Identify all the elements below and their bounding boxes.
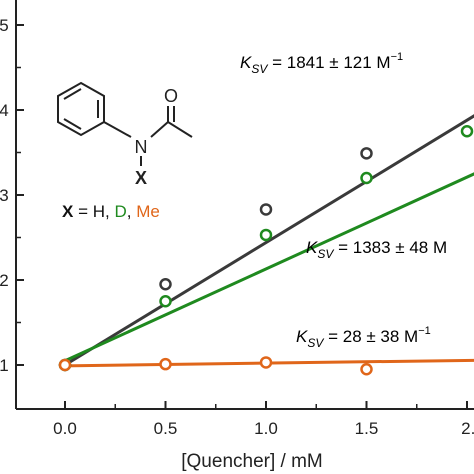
legend-me: Me (136, 202, 160, 221)
y-tick-label: 4 (0, 101, 9, 120)
data-point-green (259, 228, 273, 242)
x-tick-label: 1.5 (355, 419, 379, 438)
data-point-orange (58, 358, 72, 372)
ann-k: K (296, 327, 308, 346)
data-point-green (360, 171, 373, 185)
data-point-green (460, 125, 474, 138)
x-tick-label: 0.5 (154, 419, 178, 438)
ann-sup: −1 (418, 325, 431, 337)
oxygen-atom: O (164, 86, 178, 106)
data-point-orange (259, 356, 273, 369)
ann-sup: −1 (391, 51, 404, 63)
x-tick-label: 2.5 (461, 419, 474, 438)
ann-rest: = 1841 ± 121 M (267, 53, 390, 72)
annotation-ksv-black: KSV = 1841 ± 121 M−1 (240, 51, 403, 76)
ann-sub: SV (251, 62, 268, 76)
nitrogen-atom: N (135, 137, 148, 157)
ring-double-bond (63, 118, 82, 130)
y-tick-label: 3 (0, 186, 9, 205)
fit-line-black (64, 114, 474, 367)
legend-x: X (62, 202, 74, 221)
substituent-legend: X = H, D, Me (62, 202, 160, 221)
y-tick-label: 2 (0, 271, 9, 290)
legend-h: = H, (73, 202, 114, 221)
ann-k: K (306, 238, 318, 257)
ann-sub: SV (307, 336, 324, 350)
molecule-structure (57, 81, 193, 166)
annotation-ksv-orange: KSV = 28 ± 38 M−1 (296, 325, 431, 350)
x-atom: X (135, 168, 147, 188)
fit-line-orange (64, 358, 474, 368)
methyl-bond (167, 121, 193, 138)
ann-rest: = 28 ± 38 M (323, 327, 418, 346)
data-point-black (259, 203, 273, 216)
legend-comma: , (127, 202, 136, 221)
data-point-orange (360, 363, 373, 376)
legend-d: D (114, 202, 126, 221)
ann-sub: SV (317, 247, 334, 261)
tick-group: 0.0 0.5 1.0 1.5 2.5 1 2 3 4 5 (0, 16, 474, 438)
fit-line-green (64, 172, 474, 363)
ring-double-bond (63, 88, 82, 100)
data-point-black (360, 147, 373, 160)
ann-k: K (240, 53, 252, 72)
data-point-green (159, 295, 172, 308)
x-axis-label: [Quencher] / mM (181, 451, 323, 472)
fit-lines (64, 114, 474, 368)
data-point-black (159, 278, 172, 291)
ring-n-bond (103, 121, 132, 138)
ann-rest: = 1383 ± 48 M (333, 238, 447, 257)
x-tick-label: 1.0 (254, 419, 278, 438)
x-tick-label: 0.0 (53, 419, 77, 438)
y-tick-label: 1 (0, 356, 9, 375)
phenyl-ring (57, 81, 105, 137)
y-tick-label: 5 (0, 16, 9, 35)
data-point-orange (159, 357, 172, 371)
annotation-ksv-green: KSV = 1383 ± 48 M (306, 238, 447, 261)
n-carbonyl-bond (150, 121, 169, 138)
data-points (58, 125, 474, 376)
